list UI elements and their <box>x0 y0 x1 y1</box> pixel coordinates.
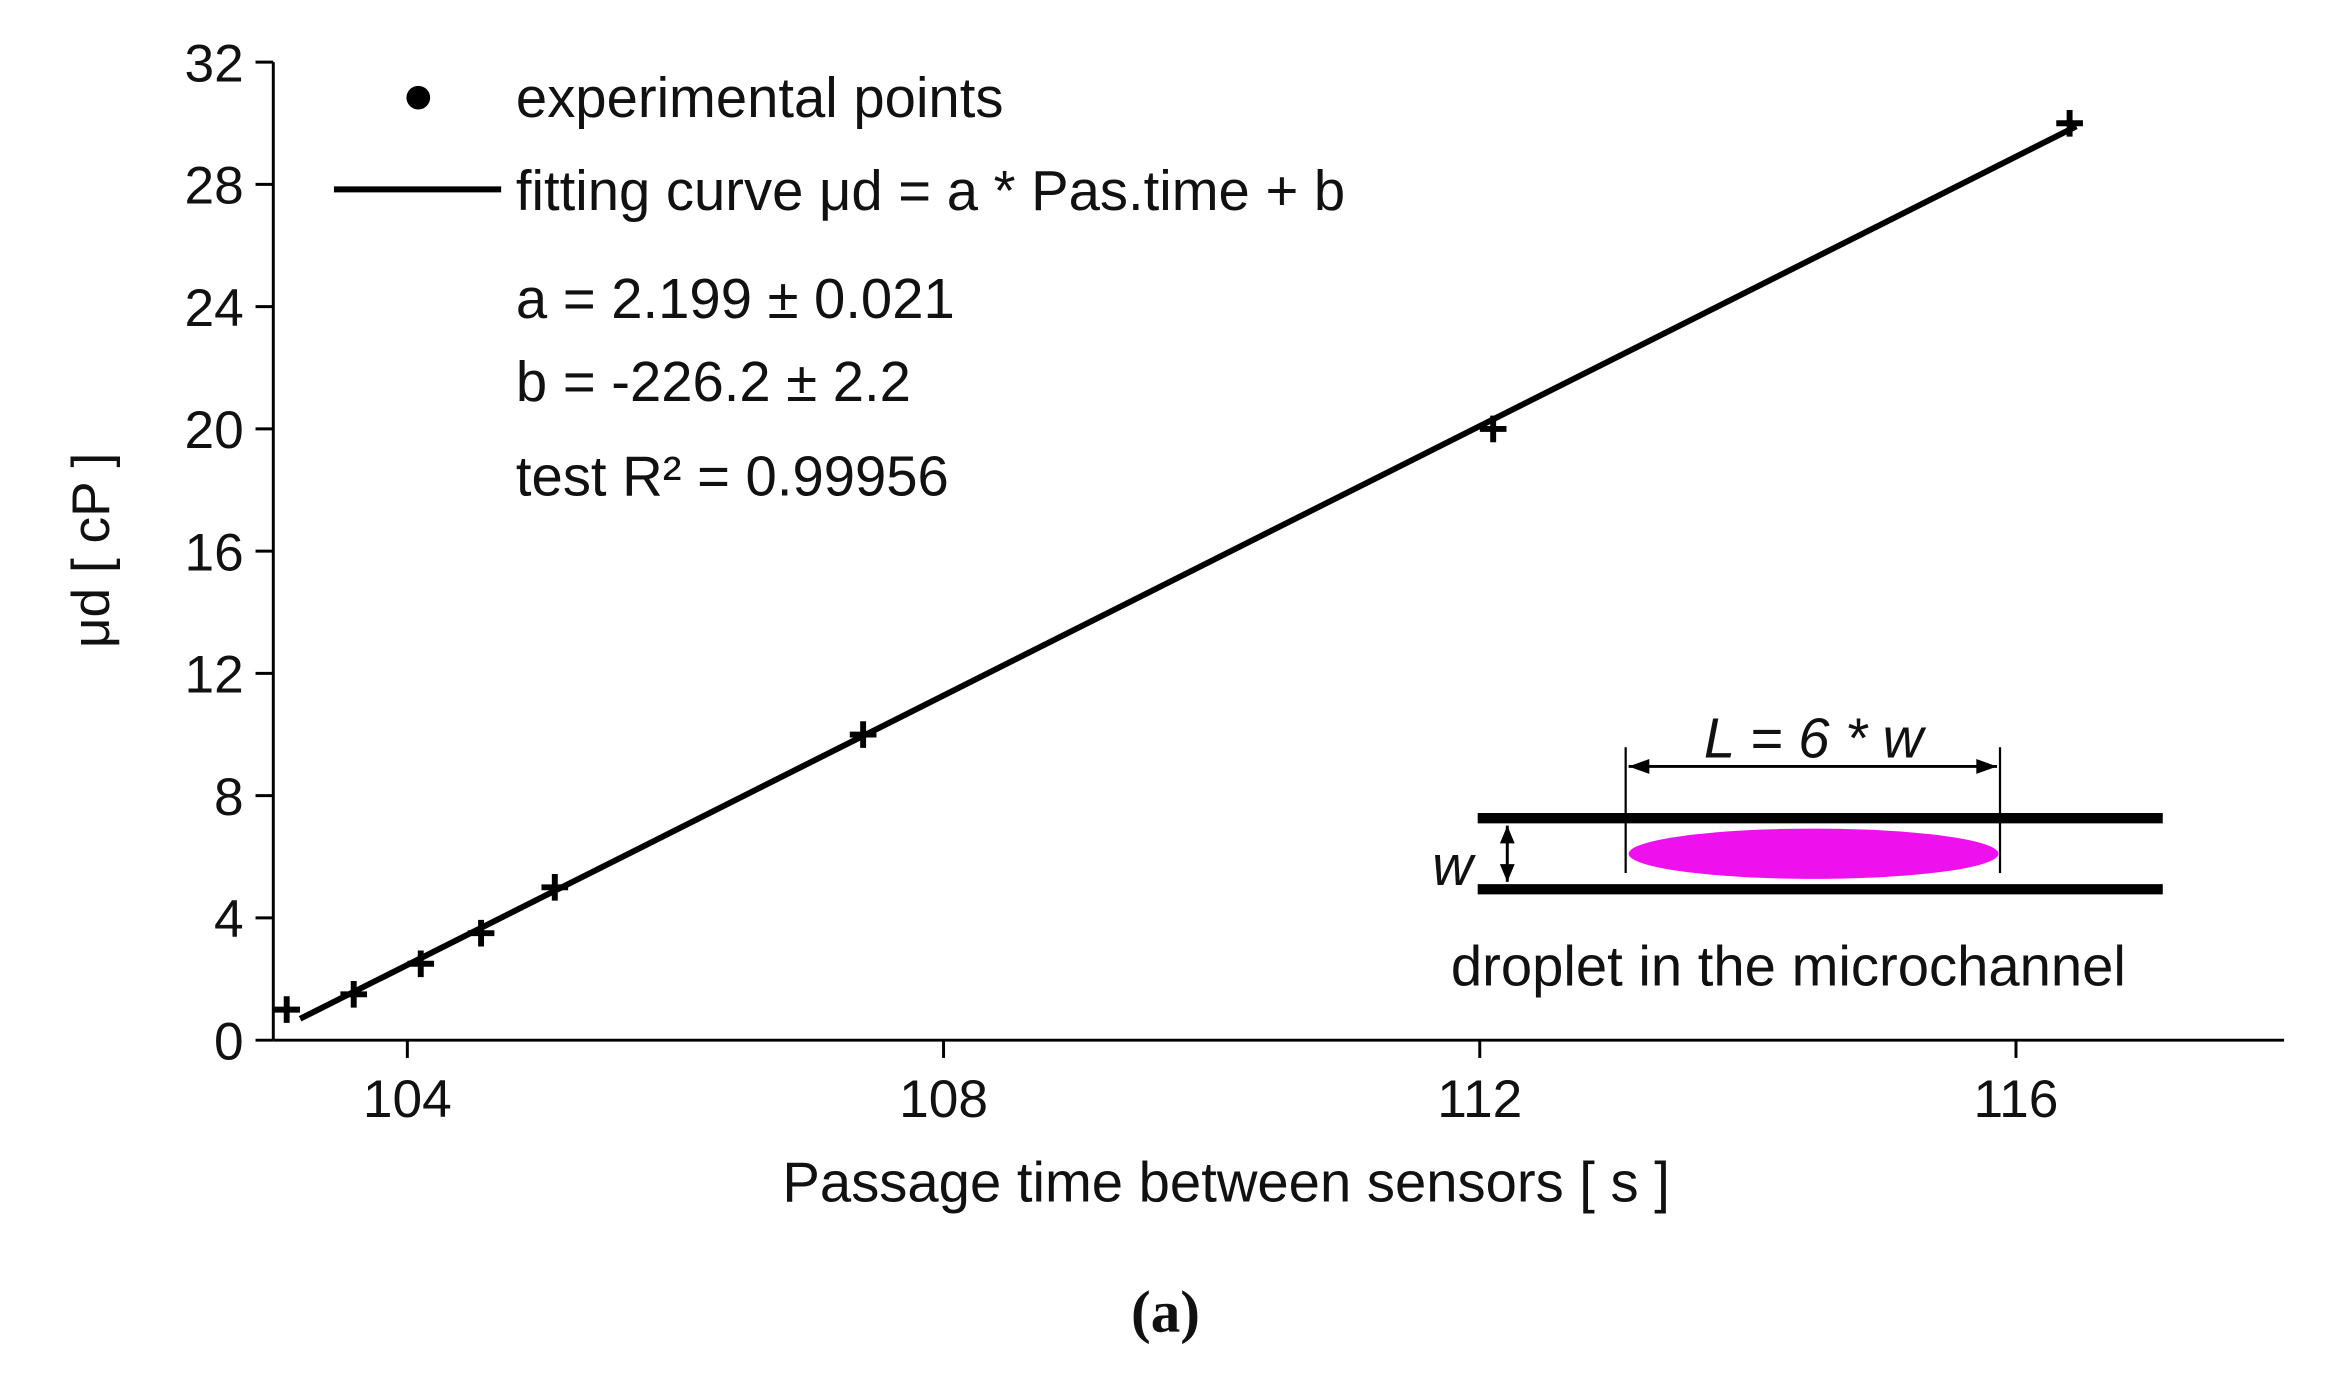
droplet <box>1628 828 1999 879</box>
figure-caption: (a) <box>1131 1279 1200 1345</box>
x-axis-label: Passage time between sensors [ s ] <box>782 1150 1669 1213</box>
y-tick-label: 28 <box>184 157 243 216</box>
y-tick-label: 8 <box>214 768 244 827</box>
y-tick-label: 0 <box>214 1012 244 1071</box>
legend-symbol <box>406 85 431 110</box>
x-tick-label: 116 <box>1974 1070 2059 1129</box>
x-tick-label: 108 <box>899 1070 988 1129</box>
inset: L = 6 * w w droplet in the microchannel <box>1432 707 2163 997</box>
legend-label: experimental points <box>516 66 1003 129</box>
annotation: a = 2.199 ± 0.021 <box>516 267 955 330</box>
y-tick-label: 32 <box>184 34 243 93</box>
y-tick-label: 4 <box>214 890 244 949</box>
x-tick-label: 104 <box>363 1070 452 1129</box>
inset-caption: droplet in the microchannel <box>1451 934 2126 997</box>
inset-length-label: L = 6 * w <box>1704 707 1927 770</box>
y-tick-label: 20 <box>184 401 243 460</box>
x-tick-label: 112 <box>1437 1070 1522 1129</box>
fit-line <box>298 123 2078 1022</box>
y-tick-label: 12 <box>184 646 243 705</box>
inset-width-label: w <box>1432 834 1476 897</box>
legend-label: fitting curve μd = a * Pas.time + b <box>516 159 1345 222</box>
y-tick-label: 24 <box>184 279 243 338</box>
y-axis-label: μd [ cP ] <box>62 453 121 648</box>
y-tick-label: 16 <box>184 523 243 582</box>
data-point <box>273 996 301 1023</box>
arrow-head <box>1499 825 1515 882</box>
annotation: b = -226.2 ± 2.2 <box>516 350 911 413</box>
annotation: test R² = 0.99956 <box>516 445 949 508</box>
